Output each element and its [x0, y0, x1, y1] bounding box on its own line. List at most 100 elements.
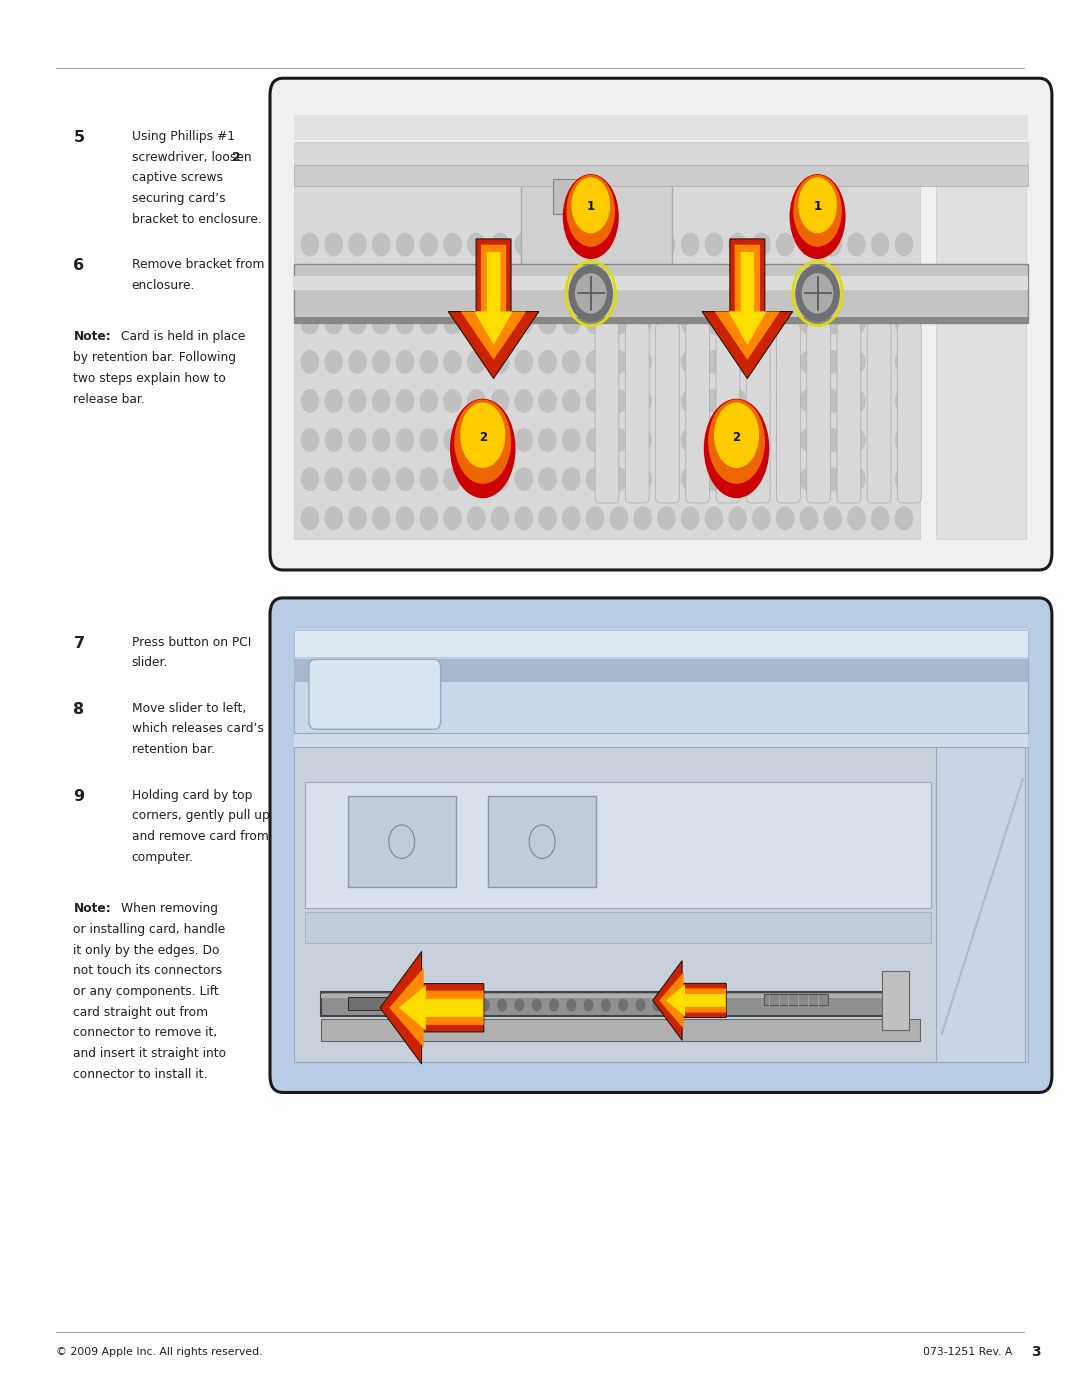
- Circle shape: [420, 507, 437, 529]
- Ellipse shape: [799, 177, 836, 232]
- Circle shape: [610, 507, 627, 529]
- Circle shape: [420, 233, 437, 256]
- Bar: [936, 165, 1026, 539]
- Circle shape: [848, 507, 865, 529]
- Circle shape: [586, 468, 604, 490]
- Circle shape: [610, 272, 627, 295]
- Circle shape: [610, 351, 627, 373]
- Text: 1: 1: [813, 200, 822, 214]
- Bar: [294, 317, 1028, 323]
- Circle shape: [539, 233, 556, 256]
- Circle shape: [729, 507, 746, 529]
- Ellipse shape: [567, 176, 615, 246]
- Circle shape: [800, 312, 818, 334]
- FancyBboxPatch shape: [807, 323, 831, 503]
- Circle shape: [325, 429, 342, 451]
- Circle shape: [515, 272, 532, 295]
- Circle shape: [777, 272, 794, 295]
- Circle shape: [444, 312, 461, 334]
- Text: bracket to enclosure.: bracket to enclosure.: [132, 212, 261, 226]
- Circle shape: [567, 1000, 576, 1011]
- Circle shape: [777, 233, 794, 256]
- Circle shape: [658, 429, 675, 451]
- Bar: [321, 993, 893, 997]
- Ellipse shape: [791, 175, 845, 258]
- Circle shape: [800, 351, 818, 373]
- Circle shape: [895, 468, 913, 490]
- Circle shape: [610, 233, 627, 256]
- Circle shape: [325, 272, 342, 295]
- Circle shape: [569, 265, 612, 321]
- Text: and remove card from: and remove card from: [132, 830, 269, 842]
- Circle shape: [491, 468, 509, 490]
- Circle shape: [800, 429, 818, 451]
- Circle shape: [872, 468, 889, 490]
- Circle shape: [491, 233, 509, 256]
- Text: 9: 9: [73, 789, 84, 803]
- Circle shape: [753, 272, 770, 295]
- Ellipse shape: [450, 400, 515, 497]
- Circle shape: [420, 351, 437, 373]
- Circle shape: [705, 233, 723, 256]
- Circle shape: [444, 351, 461, 373]
- Text: 7: 7: [73, 636, 84, 651]
- Text: release bar.: release bar.: [73, 393, 145, 405]
- Circle shape: [753, 507, 770, 529]
- Circle shape: [634, 507, 651, 529]
- Polygon shape: [659, 972, 726, 1028]
- Text: not touch its connectors: not touch its connectors: [73, 964, 222, 978]
- Text: and insert it straight into: and insert it straight into: [73, 1048, 227, 1060]
- Circle shape: [373, 468, 390, 490]
- Circle shape: [498, 1000, 507, 1011]
- Circle shape: [586, 351, 604, 373]
- FancyBboxPatch shape: [270, 598, 1052, 1092]
- Circle shape: [729, 429, 746, 451]
- Circle shape: [396, 272, 414, 295]
- Polygon shape: [399, 985, 483, 1031]
- Text: securing card’s: securing card’s: [132, 191, 226, 205]
- Circle shape: [872, 390, 889, 412]
- Circle shape: [753, 468, 770, 490]
- Text: 3: 3: [1031, 1345, 1041, 1359]
- FancyBboxPatch shape: [686, 323, 710, 503]
- Circle shape: [444, 272, 461, 295]
- Circle shape: [515, 468, 532, 490]
- Circle shape: [777, 351, 794, 373]
- Circle shape: [563, 233, 580, 256]
- FancyBboxPatch shape: [777, 323, 800, 503]
- Polygon shape: [702, 239, 793, 379]
- Circle shape: [515, 233, 532, 256]
- Circle shape: [532, 1000, 541, 1011]
- Circle shape: [634, 312, 651, 334]
- Circle shape: [872, 312, 889, 334]
- Circle shape: [396, 507, 414, 529]
- FancyBboxPatch shape: [656, 323, 679, 503]
- Circle shape: [658, 468, 675, 490]
- Bar: [305, 782, 931, 908]
- Circle shape: [634, 351, 651, 373]
- Circle shape: [349, 233, 366, 256]
- Circle shape: [729, 233, 746, 256]
- Circle shape: [491, 507, 509, 529]
- Circle shape: [610, 390, 627, 412]
- Circle shape: [491, 312, 509, 334]
- Circle shape: [824, 233, 841, 256]
- Circle shape: [444, 429, 461, 451]
- Circle shape: [729, 468, 746, 490]
- Circle shape: [824, 351, 841, 373]
- Bar: [294, 630, 1028, 733]
- Circle shape: [848, 233, 865, 256]
- Circle shape: [848, 351, 865, 373]
- Circle shape: [325, 390, 342, 412]
- Circle shape: [301, 312, 319, 334]
- Circle shape: [586, 233, 604, 256]
- Ellipse shape: [461, 404, 504, 468]
- Circle shape: [681, 312, 699, 334]
- Circle shape: [539, 351, 556, 373]
- Circle shape: [325, 468, 342, 490]
- FancyBboxPatch shape: [270, 78, 1052, 570]
- Circle shape: [872, 233, 889, 256]
- Bar: [294, 264, 1028, 323]
- Circle shape: [872, 351, 889, 373]
- Circle shape: [848, 272, 865, 295]
